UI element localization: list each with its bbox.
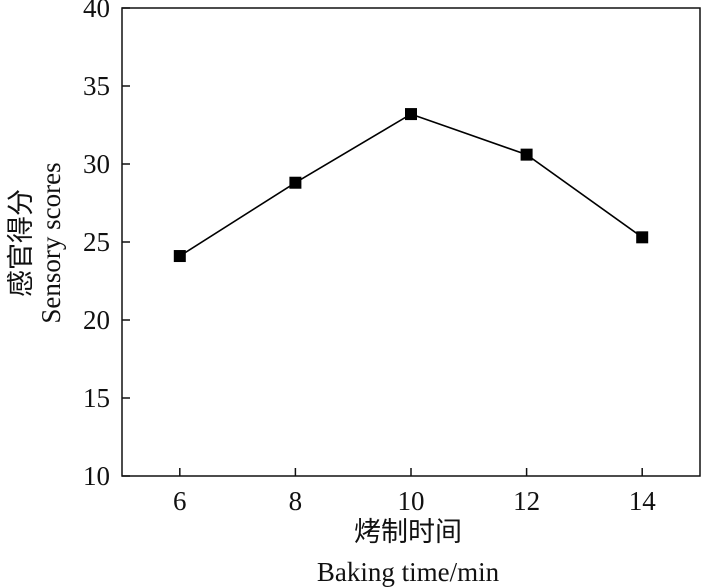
x-tick-label: 14 (629, 486, 657, 516)
x-tick-label: 10 (398, 486, 425, 516)
y-axis-ticks: 10 15 20 25 30 35 40 (83, 0, 130, 491)
data-point-6 (173, 250, 186, 263)
series-layer (173, 108, 649, 263)
data-point-14 (636, 231, 649, 244)
y-tick-label: 30 (83, 149, 110, 179)
y-tick-label: 10 (83, 461, 110, 491)
data-point-10 (405, 108, 417, 121)
y-axis-title-cn: 感官得分 (6, 189, 36, 297)
plot-border (121, 7, 701, 477)
y-tick-label: 25 (83, 227, 110, 257)
x-axis-title-en: Baking time/min (317, 557, 500, 587)
x-axis-title-cn: 烤制时间 (354, 517, 462, 547)
y-tick-label: 40 (83, 0, 110, 23)
x-tick-label: 8 (289, 486, 303, 516)
data-point-12 (520, 148, 533, 161)
x-tick-label: 6 (173, 486, 187, 516)
y-tick-label: 35 (83, 71, 110, 101)
x-tick-label: 12 (513, 486, 540, 516)
data-point-8 (289, 176, 302, 189)
series-line (179, 113, 643, 257)
y-tick-label: 20 (83, 305, 110, 335)
y-axis-title-en: Sensory scores (36, 162, 66, 323)
x-axis-ticks: 6 8 10 12 14 (173, 468, 656, 516)
plot-area (121, 7, 701, 477)
y-tick-label: 15 (83, 383, 110, 413)
